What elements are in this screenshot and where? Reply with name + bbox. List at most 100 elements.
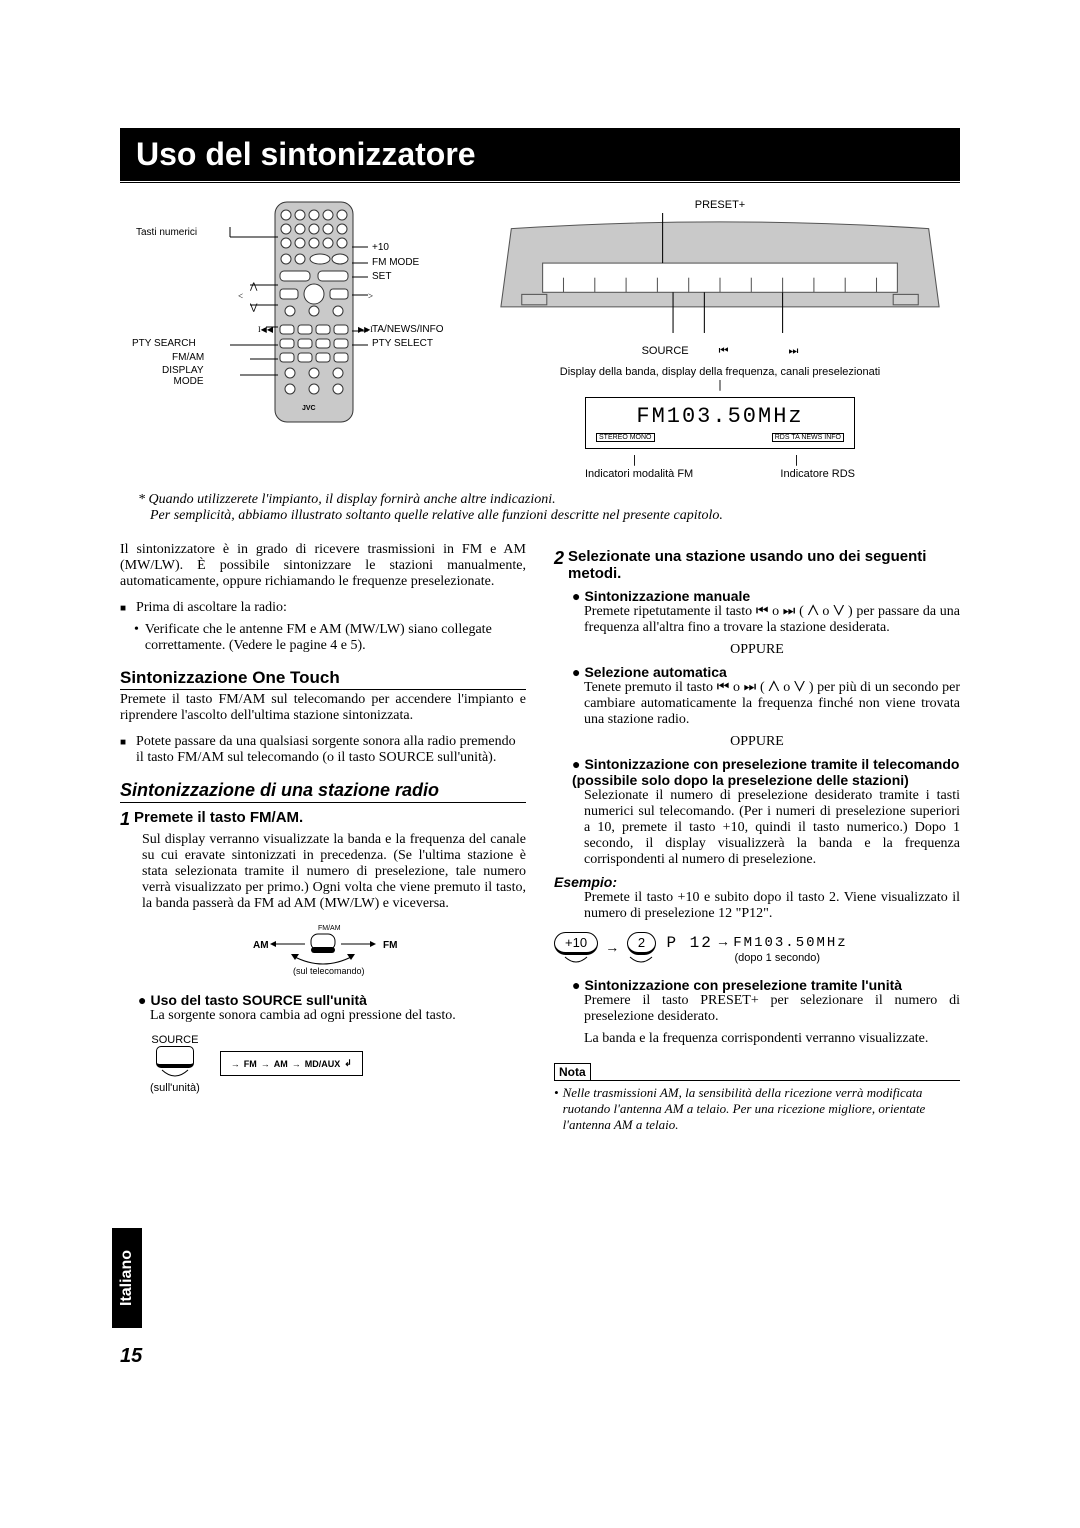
bullet-passare: Potete passare da una qualsiasi sorgente… — [120, 734, 526, 766]
source-btn — [156, 1046, 194, 1068]
bh1-text: Premete ripetutamente il tasto ⏮ o ⏭ ( ⋀… — [584, 604, 960, 636]
square-bullet — [120, 600, 130, 616]
bh-auto: Selezione automatica — [572, 664, 960, 680]
svg-text:FM: FM — [383, 940, 397, 951]
lcd-tag-right: RDS TA NEWS INFO — [772, 433, 844, 442]
indicator-row: Indicatori modalità FM Indicatore RDS — [585, 468, 855, 480]
cycle-md: MD/AUX — [305, 1059, 341, 1069]
bh4-text1: Premere il tasto PRESET+ per selezionare… — [584, 993, 960, 1025]
ex-arrow1: → — [608, 941, 616, 957]
svg-text:<: < — [238, 291, 243, 301]
oppure1: OPPURE — [554, 642, 960, 658]
intro-text: Il sintonizzatore è in grado di ricevere… — [120, 542, 526, 590]
lcd-caption: Display della banda, display della frequ… — [480, 366, 960, 378]
page-title: Uso del sintonizzatore — [120, 128, 960, 181]
bh-presel-remote: Sintonizzazione con preselezione tramite… — [572, 756, 960, 788]
svg-text:(sul telecomando): (sul telecomando) — [293, 966, 365, 976]
heading-sint-radio: Sintonizzazione di una stazione radio — [120, 780, 526, 803]
b1-text: Prima di ascoltare la radio: — [136, 600, 287, 616]
indicator-right: Indicatore RDS — [780, 468, 855, 480]
page-number: 15 — [120, 1345, 142, 1368]
svg-text:AM: AM — [253, 940, 269, 951]
label-fmam: FM/AM — [172, 352, 204, 363]
bh3-text: Selezionate il numero di preselezione de… — [584, 788, 960, 868]
label-fmmode: FM MODE — [372, 257, 419, 268]
source-btn-label: SOURCE — [151, 1034, 198, 1046]
svg-text:I◀◀: I◀◀ — [258, 325, 274, 334]
label-set: SET — [372, 271, 391, 282]
lcd-pointer — [585, 380, 855, 391]
source-cycle: → FM → AM → MD/AUX ↲ — [220, 1051, 363, 1076]
nota-text-content: Nelle trasmissioni AM, la sensibilità de… — [563, 1085, 960, 1133]
bh4-text2: La banda e la frequenza corrispondenti v… — [584, 1031, 960, 1047]
svg-text:⋁: ⋁ — [249, 302, 258, 312]
label-display-mode: DISPLAY MODE — [162, 365, 204, 387]
title-divider — [120, 182, 960, 183]
b2-text: Potete passare da una qualsiasi sorgente… — [136, 734, 526, 766]
step2-num: 2 — [554, 548, 564, 569]
bh-manuale: Sintonizzazione manuale — [572, 588, 960, 604]
device-svg — [480, 213, 960, 338]
indicator-left: Indicatori modalità FM — [585, 468, 693, 480]
example-sequence: +10 → 2 P 12 → FM103.50MHz (dopo 1 secon… — [554, 932, 960, 967]
amfm-svg: FM/AM AM FM (sul telecomando) — [223, 922, 423, 977]
svg-text:FM/AM: FM/AM — [318, 925, 341, 932]
source-caption: (sull'unità) — [150, 1082, 200, 1094]
next-icon: ⏭ — [789, 345, 799, 358]
lcd-indicators-pointers — [585, 455, 855, 466]
bh-source-text: La sorgente sonora cambia ad ogni pressi… — [150, 1008, 526, 1024]
label-pty-search: PTY SEARCH — [132, 338, 196, 349]
device-lower-labels: SOURCE ⏮ ⏭ — [480, 345, 960, 358]
ex-caption: (dopo 1 secondo) — [734, 952, 847, 964]
label-tanews: TA/NEWS/INFO — [372, 324, 443, 335]
source-diagram: SOURCE (sull'unità) → FM → AM → MD/AUX ↲ — [150, 1034, 526, 1094]
step1-title: Premete il tasto FM/AM. — [134, 809, 303, 826]
svg-text:▶▶I: ▶▶I — [358, 325, 373, 334]
remote-figure: JVC ⋀ ⋁ < > — [120, 197, 440, 480]
label-ptyselect: PTY SELECT — [372, 338, 433, 349]
bh-presel-unit: Sintonizzazione con preselezione tramite… — [572, 977, 960, 993]
right-column: 2 Selezionate una stazione usando uno de… — [554, 542, 960, 1133]
svg-text:>: > — [368, 291, 373, 301]
step2-row: 2 Selezionate una stazione usando uno de… — [554, 548, 960, 582]
nota-text: Nelle trasmissioni AM, la sensibilità de… — [554, 1085, 960, 1133]
step1-num: 1 — [120, 809, 130, 830]
preset-label: PRESET+ — [480, 199, 960, 211]
nota-box: Nota — [554, 1063, 591, 1081]
amfm-diagram: FM/AM AM FM (sul telecomando) — [120, 922, 526, 982]
b1-sub: Verificate che le antenne FM e AM (MW/LW… — [134, 622, 526, 654]
lcd-frequency: FM103.50MHz — [596, 404, 844, 429]
step1-body: Sul display verranno visualizzate la ban… — [142, 832, 526, 912]
b1-sub-text: Verificate che le antenne FM e AM (MW/LW… — [145, 622, 526, 654]
language-tab: Italiano — [112, 1228, 142, 1328]
heading-onetouch: Sintonizzazione One Touch — [120, 668, 526, 690]
ex-arrow2: → — [719, 935, 727, 951]
bullet-prima: Prima di ascoltare la radio: — [120, 600, 526, 616]
footnote-line2: Per semplicità, abbiamo illustrato solta… — [150, 508, 960, 524]
label-plus10: +10 — [372, 242, 389, 253]
ex-btn-2: 2 — [627, 932, 656, 955]
lcd-display: FM103.50MHz STEREO MONO RDS TA NEWS INFO — [585, 397, 855, 449]
step2-title: Selezionate una stazione usando uno dei … — [568, 548, 960, 582]
left-column: Il sintonizzatore è in grado di ricevere… — [120, 542, 526, 1133]
footnote: * Quando utilizzerete l'impianto, il dis… — [138, 492, 960, 524]
source-label: SOURCE — [642, 345, 689, 358]
esempio-label: Esempio: — [554, 874, 960, 890]
source-btn-arc — [156, 1068, 194, 1082]
ex-p12: P 12 — [666, 934, 712, 952]
bh2-text: Tenete premuto il tasto ⏮ o ⏭ ( ⋀ o ⋁ ) … — [584, 680, 960, 728]
svg-text:JVC: JVC — [302, 405, 316, 412]
p-onetouch: Premete il tasto FM/AM sul telecomando p… — [120, 692, 526, 724]
ex-freq: FM103.50MHz — [733, 935, 847, 951]
ex-btn-10: +10 — [554, 932, 598, 955]
square-bullet-2 — [120, 734, 130, 766]
lcd-tag-left: STEREO MONO — [596, 433, 655, 442]
device-figure: PRESET+ SOURCE ⏮ ⏭ — [480, 197, 960, 480]
bh-source: Uso del tasto SOURCE sull'unità — [138, 992, 526, 1008]
footnote-line1: * Quando utilizzerete l'impianto, il dis… — [138, 492, 960, 508]
cycle-am: AM — [274, 1059, 288, 1069]
columns: Il sintonizzatore è in grado di ricevere… — [120, 542, 960, 1133]
oppure2: OPPURE — [554, 734, 960, 750]
svg-text:⋀: ⋀ — [249, 281, 258, 291]
figures-row: JVC ⋀ ⋁ < > — [120, 197, 960, 480]
